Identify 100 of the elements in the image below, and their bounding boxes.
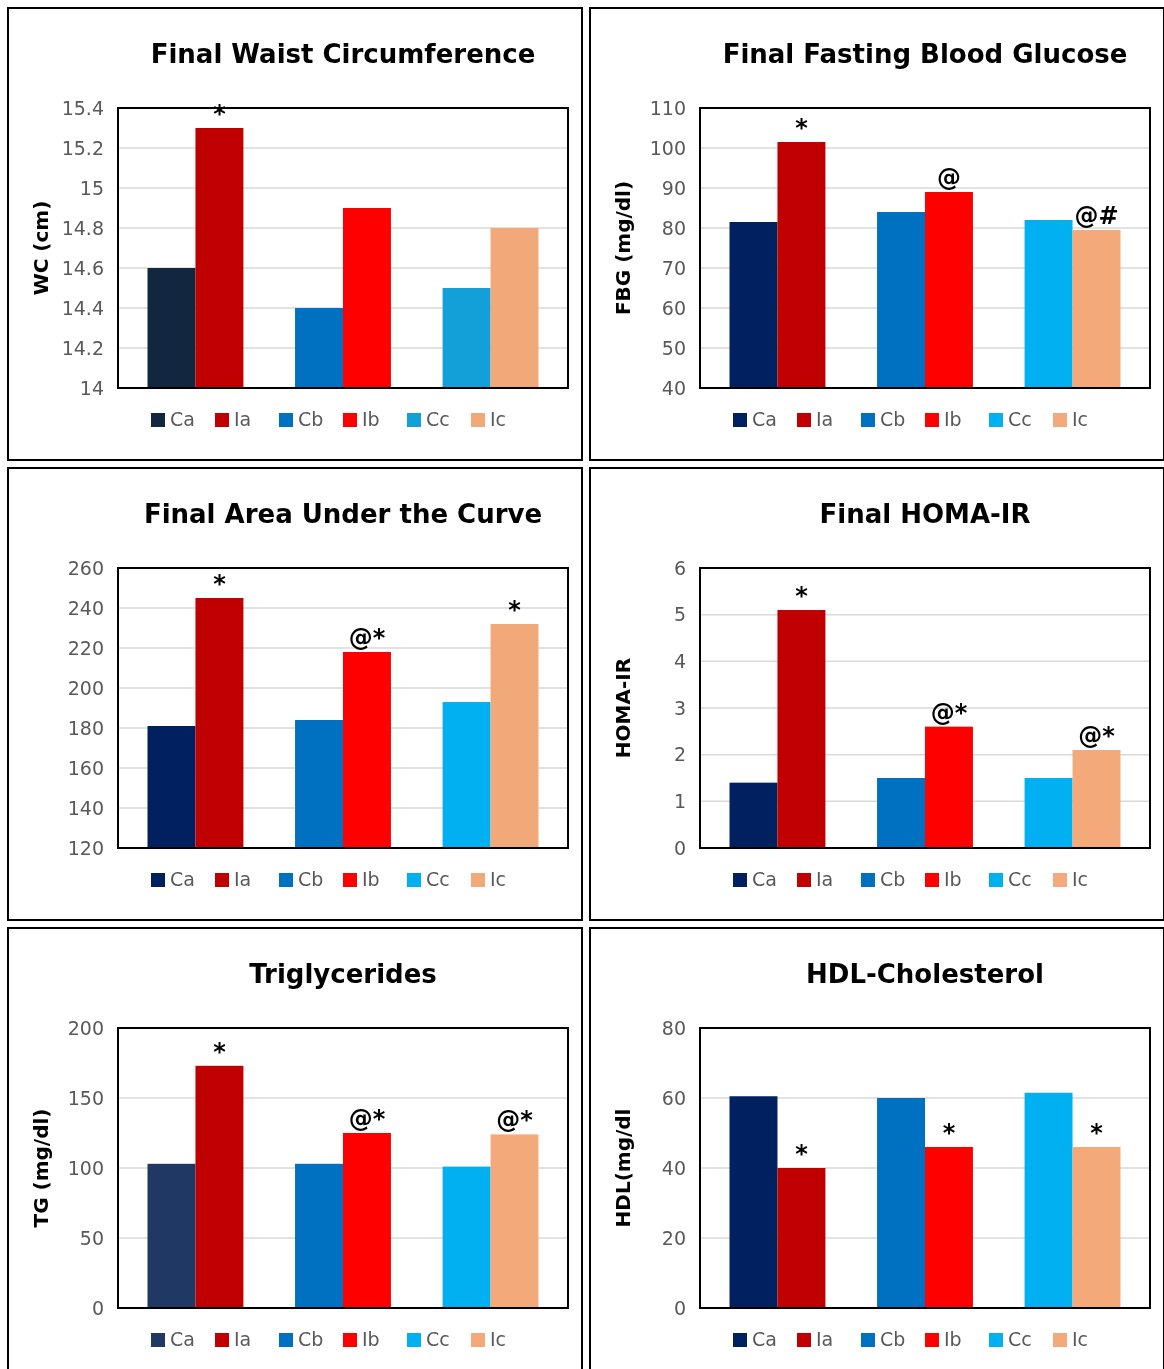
y-tick-label: 3: [673, 696, 686, 719]
legend-label: Ca: [170, 1328, 195, 1350]
legend-label: Ca: [170, 868, 195, 890]
y-tick-label: 140: [67, 796, 104, 819]
legend-label: Ib: [944, 1328, 962, 1350]
y-axis-title: TG (mg/dl): [29, 1108, 53, 1228]
y-tick-label: 40: [661, 1156, 686, 1179]
legend-label: Ca: [752, 868, 777, 890]
legend-label: Cb: [880, 1328, 906, 1350]
y-tick-label: 60: [661, 1086, 686, 1109]
legend-label: Ic: [1072, 1328, 1089, 1350]
y-tick-label: 20: [661, 1226, 686, 1249]
annotation: @#: [1074, 202, 1119, 230]
annotation: *: [795, 1140, 809, 1168]
y-tick-label: 14.4: [61, 296, 104, 319]
y-tick-label: 50: [661, 336, 686, 359]
annotation: *: [795, 114, 809, 142]
y-axis-title: HOMA-IR: [611, 657, 635, 759]
annotation: *: [795, 582, 809, 610]
y-tick-label: 50: [79, 1226, 104, 1249]
legend-label: Cc: [1008, 408, 1032, 430]
y-tick-label: 14.6: [61, 256, 104, 279]
legend-label: Ca: [752, 408, 777, 430]
y-tick-label: 0: [673, 1296, 686, 1319]
annotation: *: [942, 1119, 956, 1147]
annotation: @: [936, 164, 961, 192]
annotation: *: [508, 596, 522, 624]
chart-title: Triglycerides: [249, 959, 437, 989]
y-tick-label: 260: [67, 556, 104, 579]
legend-label: Ia: [234, 1328, 252, 1350]
y-axis-title: FBG (mg/dl): [611, 180, 635, 316]
legend-label: Cb: [298, 1328, 324, 1350]
y-axis-title: HDL(mg/dl: [611, 1108, 635, 1228]
legend-label: Ia: [816, 1328, 834, 1350]
legend-label: Cb: [298, 868, 324, 890]
chart-title: Final Area Under the Curve: [143, 499, 543, 529]
legend-label: Cc: [426, 868, 450, 890]
y-tick-label: 4: [673, 649, 686, 672]
y-tick-label: 100: [67, 1156, 104, 1179]
legend-label: Ia: [234, 408, 252, 430]
annotation: @*: [1078, 722, 1116, 750]
legend-label: Cb: [880, 868, 906, 890]
y-tick-label: 2: [673, 743, 686, 766]
y-tick-label: 100: [649, 136, 686, 159]
annotation: @*: [930, 698, 968, 727]
legend-label: Cc: [426, 408, 450, 430]
y-tick-label: 14.8: [61, 216, 104, 239]
legend-label: Ca: [170, 408, 195, 430]
y-axis-title: WC (cm): [29, 200, 53, 296]
annotation: *: [213, 1037, 227, 1066]
y-tick-label: 60: [661, 296, 686, 319]
y-tick-label: 240: [67, 596, 104, 619]
annotation: @*: [348, 624, 386, 652]
legend-label: Ib: [944, 868, 962, 890]
y-tick-label: 200: [67, 676, 104, 699]
y-tick-label: 15.4: [61, 96, 104, 119]
y-tick-label: 160: [67, 756, 104, 779]
y-tick-label: 80: [661, 1016, 686, 1039]
annotation: @*: [348, 1105, 386, 1133]
legend-label: Ia: [234, 868, 252, 890]
legend-label: Ia: [816, 868, 834, 890]
legend-label: Ic: [490, 868, 507, 890]
y-tick-label: 220: [67, 636, 104, 659]
y-tick-label: 120: [67, 836, 104, 859]
legend-label: Cb: [298, 408, 324, 430]
y-tick-label: 15.2: [61, 136, 104, 159]
annotation: *: [1090, 1119, 1104, 1147]
legend-label: Ib: [362, 408, 380, 430]
y-tick-label: 14.2: [61, 336, 104, 359]
y-tick-label: 90: [661, 176, 686, 199]
y-tick-label: 15: [79, 176, 104, 199]
legend-label: Ib: [362, 868, 380, 890]
chart-title: HDL-Cholesterol: [806, 959, 1044, 989]
y-tick-label: 150: [67, 1086, 104, 1109]
y-tick-label: 70: [661, 256, 686, 279]
y-tick-label: 0: [673, 836, 686, 859]
y-tick-label: 200: [67, 1016, 104, 1039]
y-tick-label: 5: [673, 603, 686, 626]
y-tick-label: 180: [67, 716, 104, 739]
legend-label: Ca: [752, 1328, 777, 1350]
legend-label: Ib: [362, 1328, 380, 1350]
chart-title: Final Waist Circumference: [150, 39, 536, 69]
chart-title: Final HOMA-IR: [819, 499, 1031, 529]
y-tick-label: 80: [661, 216, 686, 239]
chart-title: Final Fasting Blood Glucose: [722, 39, 1128, 69]
y-tick-label: 1: [673, 789, 686, 812]
legend-label: Cc: [426, 1328, 450, 1350]
legend-label: Ic: [1072, 868, 1089, 890]
annotation: @*: [496, 1106, 534, 1135]
legend-label: Cc: [1008, 1328, 1032, 1350]
legend-label: Ic: [490, 408, 507, 430]
legend-label: Ic: [1072, 408, 1089, 430]
annotation: *: [213, 570, 227, 598]
legend-label: Ia: [816, 408, 834, 430]
y-tick-label: 40: [661, 376, 686, 399]
y-tick-label: 6: [673, 556, 686, 579]
legend-label: Ic: [490, 1328, 507, 1350]
legend-label: Cb: [880, 408, 906, 430]
legend-label: Ib: [944, 408, 962, 430]
y-tick-label: 110: [649, 96, 686, 119]
